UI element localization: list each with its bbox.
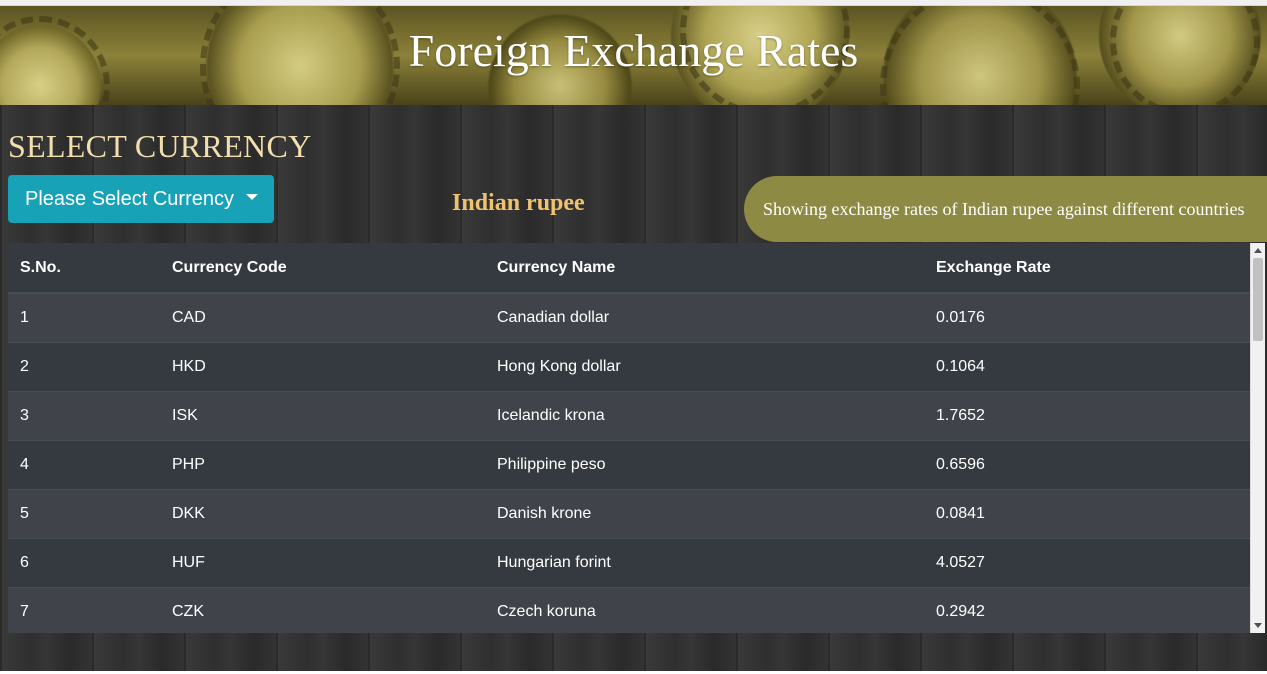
bottom-strip xyxy=(0,671,1267,674)
scroll-down-arrow-icon[interactable] xyxy=(1254,623,1262,628)
column-header-code: Currency Code xyxy=(160,243,485,294)
scroll-up-arrow-icon[interactable] xyxy=(1254,248,1262,253)
select-currency-heading: SELECT CURRENCY xyxy=(8,128,312,164)
caret-down-icon xyxy=(245,194,258,200)
info-text: Showing exchange rates of Indian rupee a… xyxy=(763,198,1245,219)
column-header-name: Currency Name xyxy=(485,243,924,294)
cell-name: Czech koruna xyxy=(485,586,924,633)
cell-name: Canadian dollar xyxy=(485,292,924,342)
cell-name: Hong Kong dollar xyxy=(485,341,924,391)
info-banner: Showing exchange rates of Indian rupee a… xyxy=(744,176,1267,242)
table-row: 2 HKD Hong Kong dollar 0.1064 xyxy=(8,341,1250,391)
page-title: Foreign Exchange Rates xyxy=(408,25,859,76)
table-row: 3 ISK Icelandic krona 1.7652 xyxy=(8,390,1250,440)
cell-name: Icelandic krona xyxy=(485,390,924,440)
cell-sno: 2 xyxy=(8,341,160,391)
exchange-rate-table: S.No. Currency Code Currency Name Exchan… xyxy=(8,243,1250,633)
cell-code: CAD xyxy=(160,292,485,342)
cell-name: Hungarian forint xyxy=(485,537,924,587)
exchange-rate-table-container: S.No. Currency Code Currency Name Exchan… xyxy=(8,243,1265,633)
cell-rate: 1.7652 xyxy=(924,390,1250,440)
column-header-rate: Exchange Rate xyxy=(924,243,1250,294)
cell-sno: 5 xyxy=(8,488,160,538)
cell-rate: 0.0841 xyxy=(924,488,1250,538)
table-row: 5 DKK Danish krone 0.0841 xyxy=(8,488,1250,538)
cell-rate: 4.0527 xyxy=(924,537,1250,587)
gear-decoration xyxy=(200,6,400,105)
cell-sno: 3 xyxy=(8,390,160,440)
header-banner: Foreign Exchange Rates xyxy=(0,6,1267,105)
cell-sno: 6 xyxy=(8,537,160,587)
cell-rate: 0.1064 xyxy=(924,341,1250,391)
selected-currency-label: Indian rupee xyxy=(452,190,585,216)
cell-sno: 1 xyxy=(8,292,160,342)
cell-sno: 7 xyxy=(8,586,160,633)
cell-code: DKK xyxy=(160,488,485,538)
currency-dropdown-button[interactable]: Please Select Currency xyxy=(8,175,274,223)
gear-decoration xyxy=(1110,6,1260,105)
table-scrollbar[interactable] xyxy=(1250,243,1265,633)
scrollbar-thumb[interactable] xyxy=(1253,258,1263,341)
column-header-sno: S.No. xyxy=(8,243,160,294)
cell-sno: 4 xyxy=(8,439,160,489)
cell-rate: 0.0176 xyxy=(924,292,1250,342)
cell-rate: 0.2942 xyxy=(924,586,1250,633)
cell-code: HUF xyxy=(160,537,485,587)
cell-code: CZK xyxy=(160,586,485,633)
cell-name: Danish krone xyxy=(485,488,924,538)
cell-code: ISK xyxy=(160,390,485,440)
table-row: 6 HUF Hungarian forint 4.0527 xyxy=(8,537,1250,587)
cell-code: PHP xyxy=(160,439,485,489)
cell-name: Philippine peso xyxy=(485,439,924,489)
table-row: 4 PHP Philippine peso 0.6596 xyxy=(8,439,1250,489)
cell-code: HKD xyxy=(160,341,485,391)
table-header-row: S.No. Currency Code Currency Name Exchan… xyxy=(8,243,1250,294)
dropdown-label: Please Select Currency xyxy=(25,187,234,210)
cell-rate: 0.6596 xyxy=(924,439,1250,489)
table-row: 7 CZK Czech koruna 0.2942 xyxy=(8,586,1250,633)
browser-top-strip xyxy=(0,0,1267,6)
table-row: 1 CAD Canadian dollar 0.0176 xyxy=(8,292,1250,342)
